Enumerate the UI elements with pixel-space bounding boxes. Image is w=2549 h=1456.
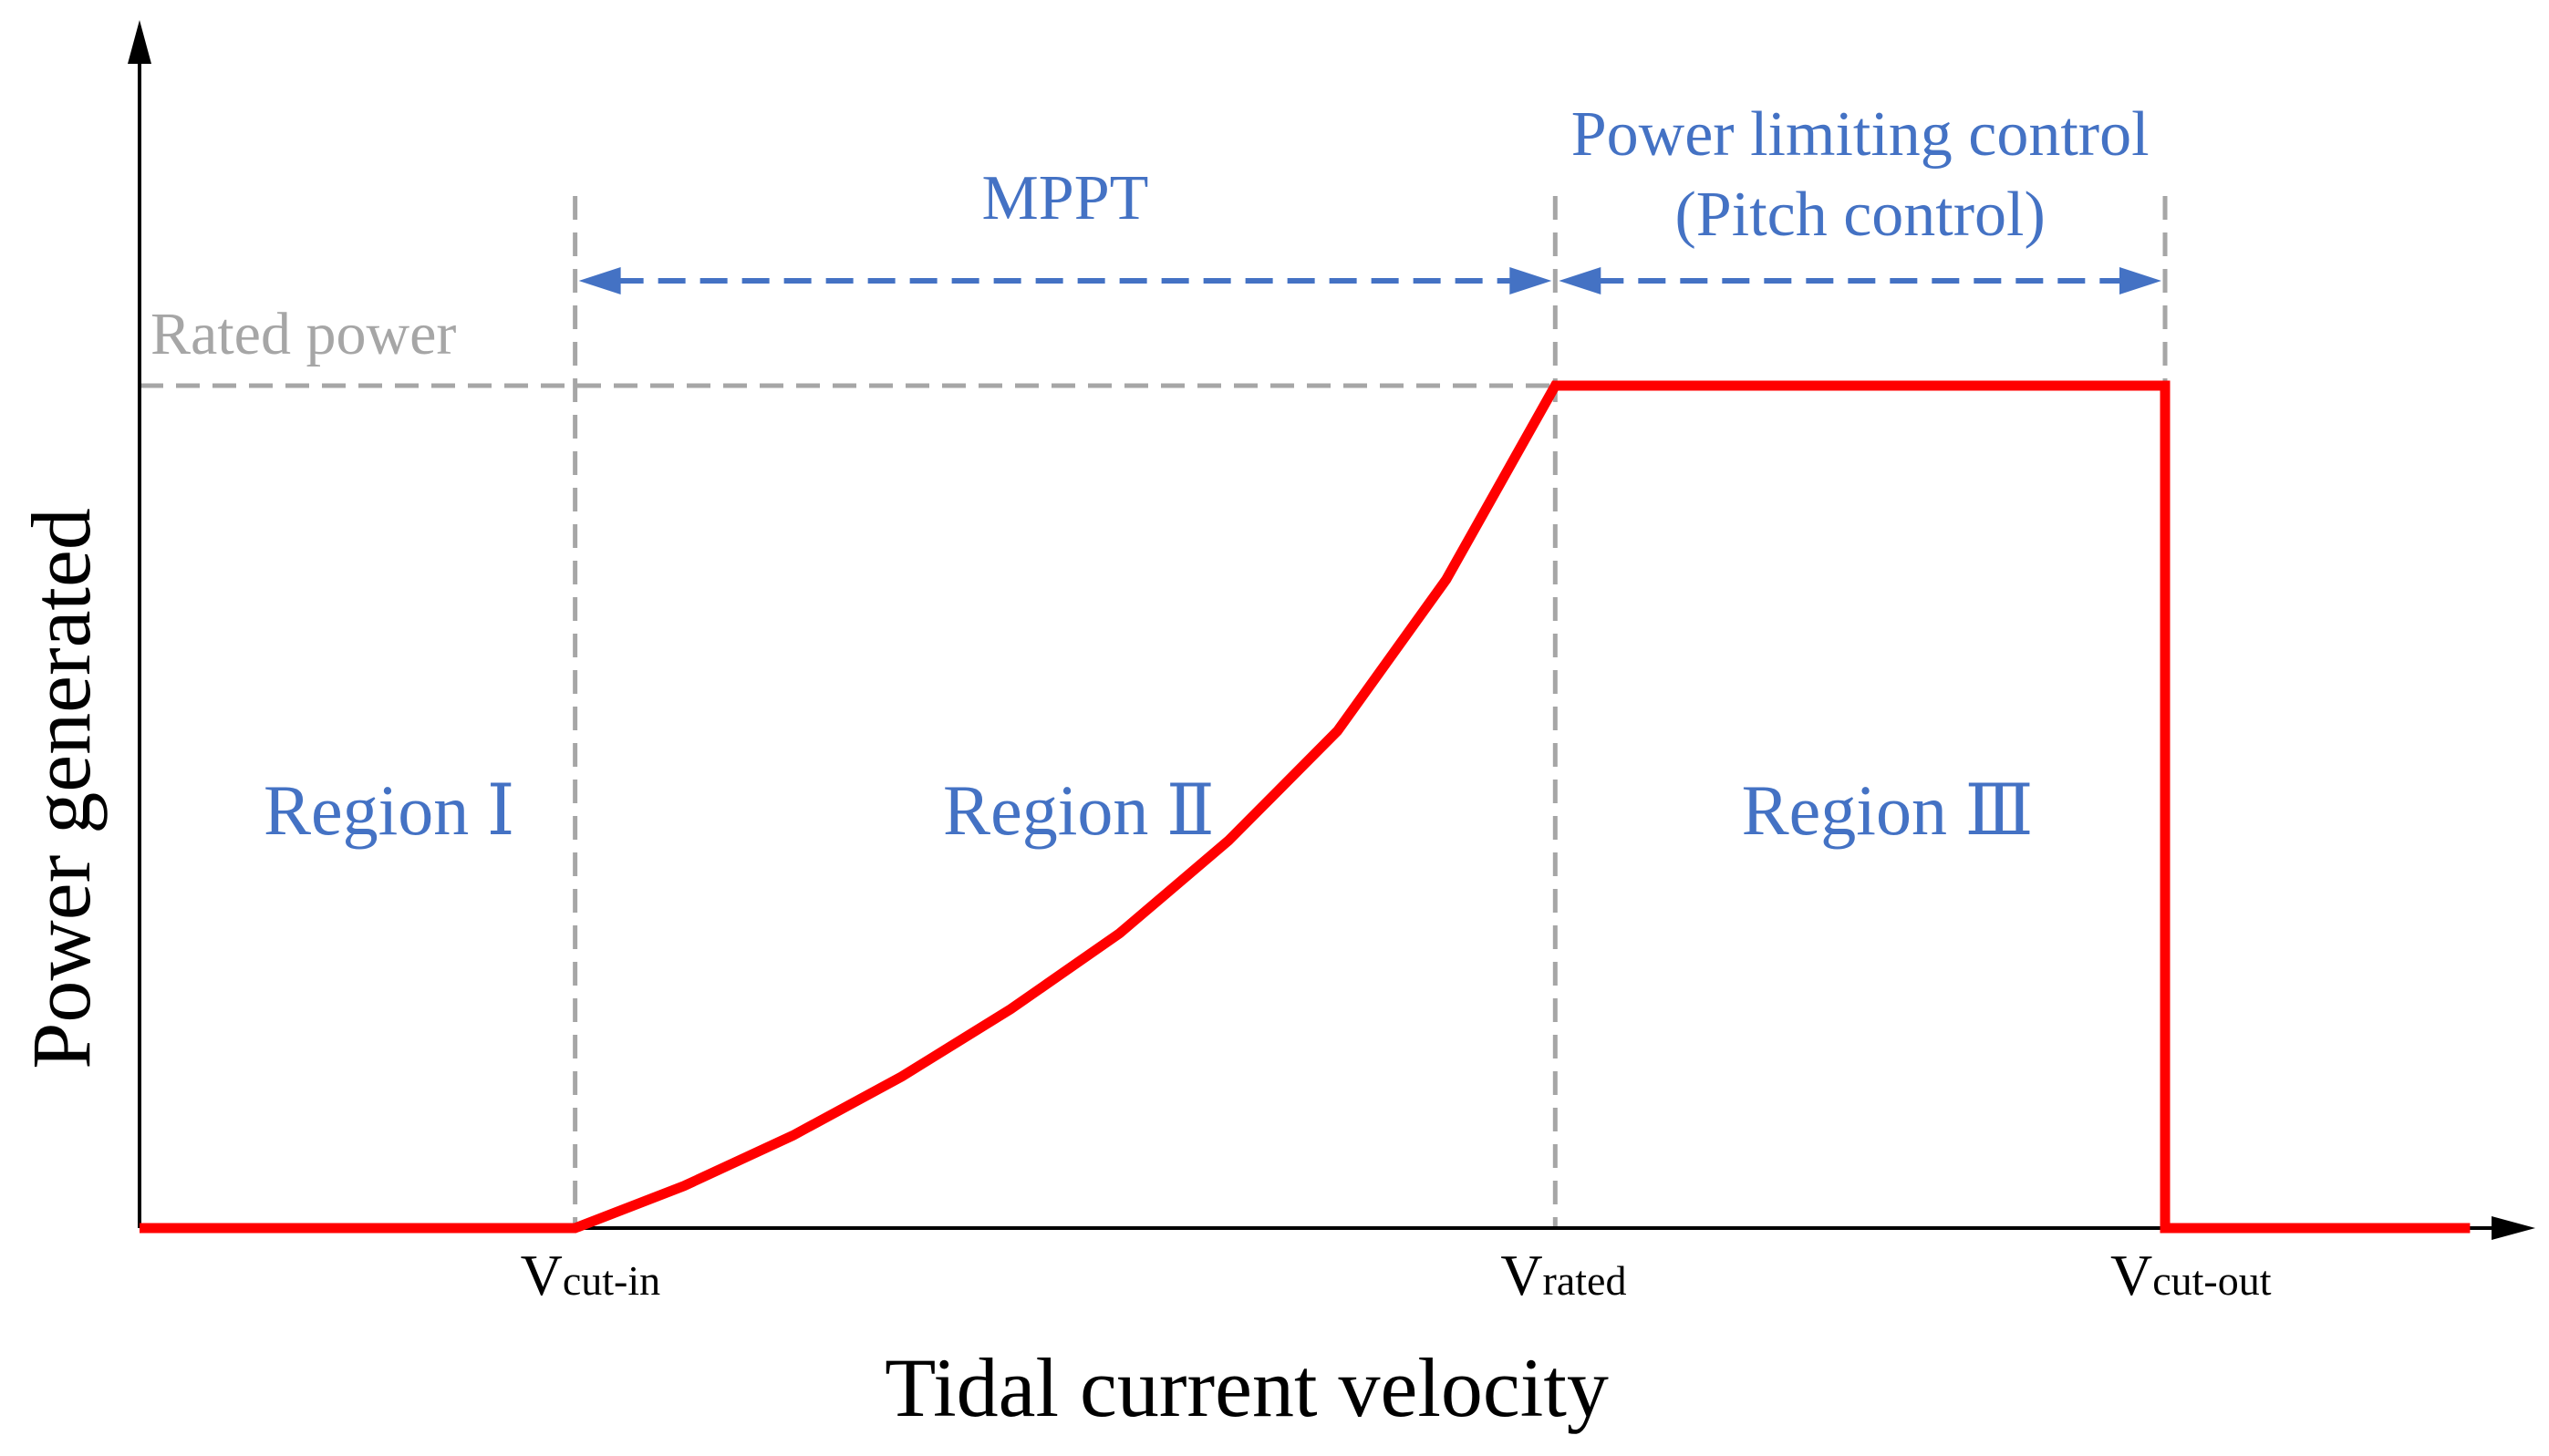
region-label-3: Region Ⅲ [1742, 770, 2034, 850]
annotation-arrowhead-right-1 [2119, 267, 2162, 294]
y-axis-arrow [128, 20, 151, 64]
x-axis-arrow [2492, 1216, 2535, 1240]
annotation-arrowhead-left-1 [1559, 267, 1601, 294]
x-tick-label-cut-in: Vcut-in [521, 1243, 661, 1307]
series-line-0 [140, 380, 2471, 1234]
annotation-text-0-0: MPPT [982, 163, 1149, 233]
region-label-2: Region Ⅱ [943, 770, 1215, 850]
annotation-arrowhead-right-0 [1509, 267, 1552, 294]
annotation-text-1-0: Power limiting control [1571, 99, 2150, 170]
annotation-arrowhead-left-0 [578, 267, 621, 294]
x-tick-label-cut-out: Vcut-out [2110, 1243, 2272, 1307]
x-axis-label: Tidal current velocity [885, 1341, 1609, 1434]
series-layer [140, 380, 2471, 1234]
annotation-text-1-1: (Pitch control) [1675, 180, 2046, 250]
annotation-layer: Vcut-in Vrated Vcut-out Region Ⅰ Region Ⅱ Reg… [264, 99, 2272, 1307]
x-tick-label-rated: Vrated [1500, 1243, 1626, 1307]
axes [128, 20, 2535, 1240]
y-axis-label: Power generated [15, 508, 108, 1069]
region-label-1: Region Ⅰ [264, 770, 515, 850]
rated-power-label: Rated power [150, 301, 456, 367]
